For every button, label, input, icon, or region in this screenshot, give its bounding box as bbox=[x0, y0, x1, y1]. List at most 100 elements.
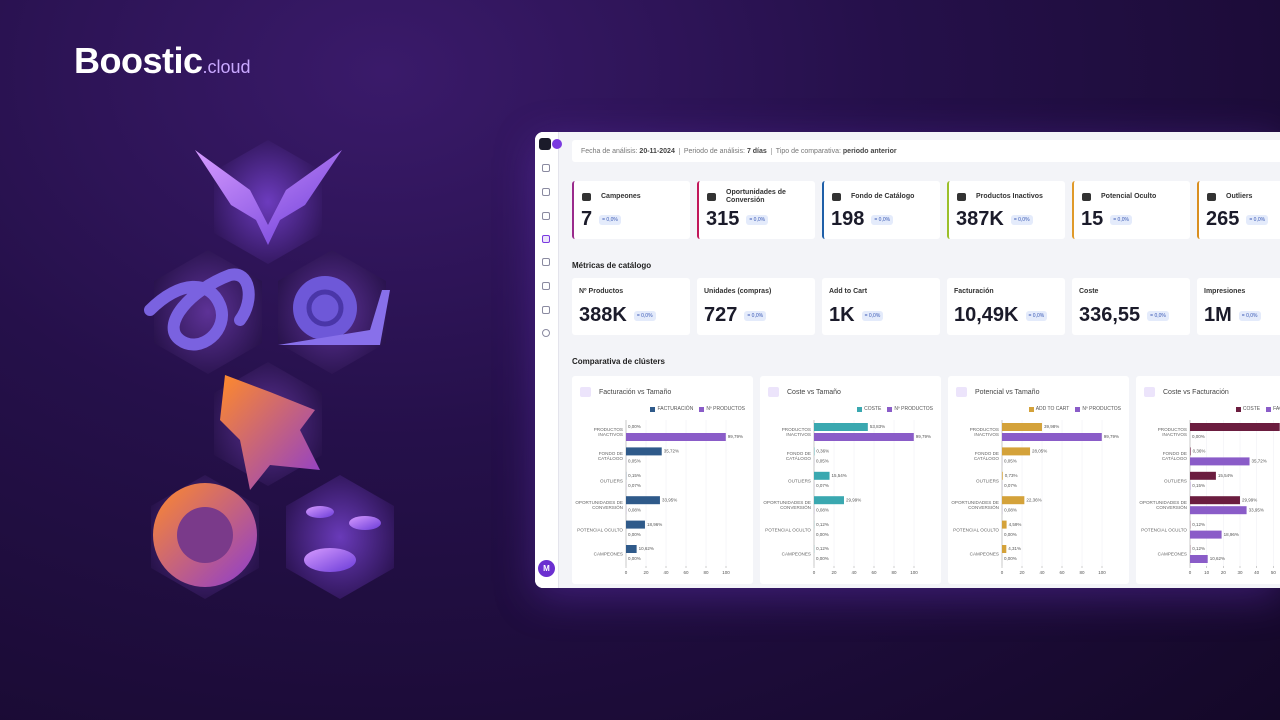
bar bbox=[626, 496, 660, 505]
legend-item: COSTE bbox=[857, 406, 881, 412]
chart-icon bbox=[580, 387, 591, 397]
data-label: 0,07% bbox=[816, 483, 829, 488]
nav-icon[interactable] bbox=[542, 329, 550, 337]
legend-label: FACTURACIÓN bbox=[657, 406, 694, 412]
change-badge: = 0,0% bbox=[744, 310, 767, 321]
data-label: 0,12% bbox=[1192, 522, 1205, 527]
legend: FACTURACIÓN Nº PRODUCTOS bbox=[650, 406, 745, 412]
nav-icon[interactable] bbox=[542, 306, 550, 314]
nav-icon-active[interactable] bbox=[542, 235, 550, 243]
legend-swatch bbox=[650, 406, 656, 412]
card-row: 727 = 0,0% bbox=[704, 304, 767, 327]
data-label: 99,79% bbox=[728, 434, 743, 439]
data-label: 0,00% bbox=[628, 424, 641, 429]
bar bbox=[1190, 555, 1208, 563]
bar bbox=[626, 447, 662, 456]
bar bbox=[1190, 423, 1280, 431]
category-label: CAMPEONES bbox=[969, 551, 999, 557]
filter-value: 20-11-2024 bbox=[639, 147, 675, 155]
card-label: Potencial Oculto bbox=[1101, 193, 1157, 200]
legend-item: FACTURACIÓN bbox=[1266, 406, 1280, 412]
chart-card: 0 20 40 60 80 100 39,98% 99,79% 28,05% 0,05% 0,73%… bbox=[948, 376, 1129, 584]
legend: COSTE Nº PRODUCTOS bbox=[857, 406, 933, 412]
category-label: CAMPEONES bbox=[781, 551, 811, 557]
x-tick-label: 60 bbox=[871, 570, 877, 575]
kpi-icon bbox=[1207, 193, 1216, 201]
category-label: OPORTUNIDADES DE CONVERSIÓN bbox=[951, 500, 999, 511]
data-label: 0,15% bbox=[628, 473, 641, 478]
legend-label: Nº PRODUCTOS bbox=[1082, 406, 1121, 412]
change-badge: = 0,0% bbox=[871, 214, 894, 225]
category-label: FONDO DE CATÁLOGO bbox=[785, 451, 811, 462]
chart-plot: 010203040506053,83%0,00%0,36%35,72%15,54… bbox=[1189, 420, 1280, 575]
kpi-card: Productos Inactivos 387K = 0,0% bbox=[947, 181, 1065, 239]
kpi-icon bbox=[957, 193, 966, 201]
data-label: 0,73% bbox=[1005, 473, 1018, 478]
kpi-card: Fondo de Catálogo 198 = 0,0% bbox=[822, 181, 940, 239]
card-label: Nº Productos bbox=[579, 288, 624, 295]
card-row: 265 = 0,0% bbox=[1206, 208, 1269, 231]
nav-icon[interactable] bbox=[542, 258, 550, 266]
bar bbox=[1002, 545, 1007, 553]
kpi-icon bbox=[1082, 193, 1091, 201]
card-label: Oportunidades de Conversión bbox=[726, 189, 786, 204]
filter-label: Tipo de comparativa: bbox=[775, 147, 841, 155]
card-row: 198 = 0,0% bbox=[831, 208, 894, 231]
nav-icon[interactable] bbox=[542, 282, 550, 290]
bar bbox=[814, 423, 868, 431]
filter: Fecha de análisis: 20-11-2024 bbox=[577, 148, 679, 155]
data-label: 53,83% bbox=[870, 424, 885, 429]
bar bbox=[814, 433, 914, 441]
sidebar: M bbox=[535, 132, 562, 588]
brand-name: Boostic bbox=[74, 40, 203, 81]
category-label: FONDO DE CATÁLOGO bbox=[597, 451, 623, 462]
data-label: 0,00% bbox=[1192, 434, 1205, 439]
change-badge: = 0,0% bbox=[1246, 214, 1269, 225]
card-value: 198 bbox=[831, 208, 865, 230]
category-label: OPORTUNIDADES DE CONVERSIÓN bbox=[1139, 500, 1187, 511]
x-tick-label: 100 bbox=[722, 570, 730, 575]
nav-icon[interactable] bbox=[542, 188, 550, 196]
legend-item: Nº PRODUCTOS bbox=[1075, 406, 1121, 412]
data-label: 0,08% bbox=[1004, 507, 1017, 512]
chart-plot: 0 20 40 60 80 100 39,98% 99,79% 28,05% 0,05% 0,73%… bbox=[1001, 420, 1119, 575]
data-label: 0,12% bbox=[816, 546, 829, 551]
x-tick-label: 80 bbox=[1079, 570, 1085, 575]
category-label: POTENCIAL OCULTO bbox=[577, 527, 623, 533]
data-label: 0,15% bbox=[1192, 483, 1205, 488]
illustration bbox=[144, 140, 394, 599]
bar bbox=[1002, 496, 1025, 505]
kpi-icon bbox=[582, 193, 591, 201]
card-label: Fondo de Catálogo bbox=[851, 193, 915, 200]
card-row: 7 = 0,0% bbox=[581, 208, 621, 231]
change-badge: = 0,0% bbox=[861, 310, 884, 321]
app-logo[interactable] bbox=[539, 138, 551, 150]
data-label: 35,72% bbox=[1252, 459, 1267, 464]
chart-plot: 0 20 40 60 80 100 53,83% 99,79% 0,36% 0,05% 15,54%… bbox=[813, 420, 931, 575]
category-label: FONDO DE CATÁLOGO bbox=[1161, 451, 1187, 462]
data-label: 0,00% bbox=[628, 532, 641, 537]
card-label: Outliers bbox=[1226, 193, 1253, 200]
card-value: 387K bbox=[956, 208, 1004, 230]
data-label: 29,99% bbox=[1242, 497, 1257, 502]
nav-icon[interactable] bbox=[542, 164, 550, 172]
legend-label: ADD TO CART bbox=[1035, 406, 1070, 412]
toggle[interactable] bbox=[552, 139, 562, 149]
category-label: PRODUCTOS INACTIVOS bbox=[1157, 427, 1187, 437]
card-label: Coste bbox=[1079, 288, 1099, 295]
card-row: 1M = 0,0% bbox=[1204, 304, 1261, 327]
data-label: 0,36% bbox=[816, 449, 829, 454]
card-value: 15 bbox=[1081, 208, 1104, 230]
chart-plot: 0 20 40 60 80 100 0,00% 99,79% 35,72% 0,05% 0,15% 0… bbox=[625, 420, 743, 575]
x-tick-label: 20 bbox=[1221, 570, 1227, 575]
avatar[interactable]: M bbox=[538, 560, 555, 577]
metric-card: Coste 336,55 = 0,0% bbox=[1072, 278, 1190, 335]
bar bbox=[626, 520, 645, 529]
nav-icon[interactable] bbox=[542, 212, 550, 220]
data-label: 33,95% bbox=[1249, 507, 1264, 512]
data-label: 10,62% bbox=[639, 546, 654, 551]
change-badge: = 0,0% bbox=[1238, 310, 1261, 321]
card-value: 265 bbox=[1206, 208, 1240, 230]
card-row: 1K = 0,0% bbox=[829, 304, 884, 327]
card-row: 388K = 0,0% bbox=[579, 304, 656, 327]
